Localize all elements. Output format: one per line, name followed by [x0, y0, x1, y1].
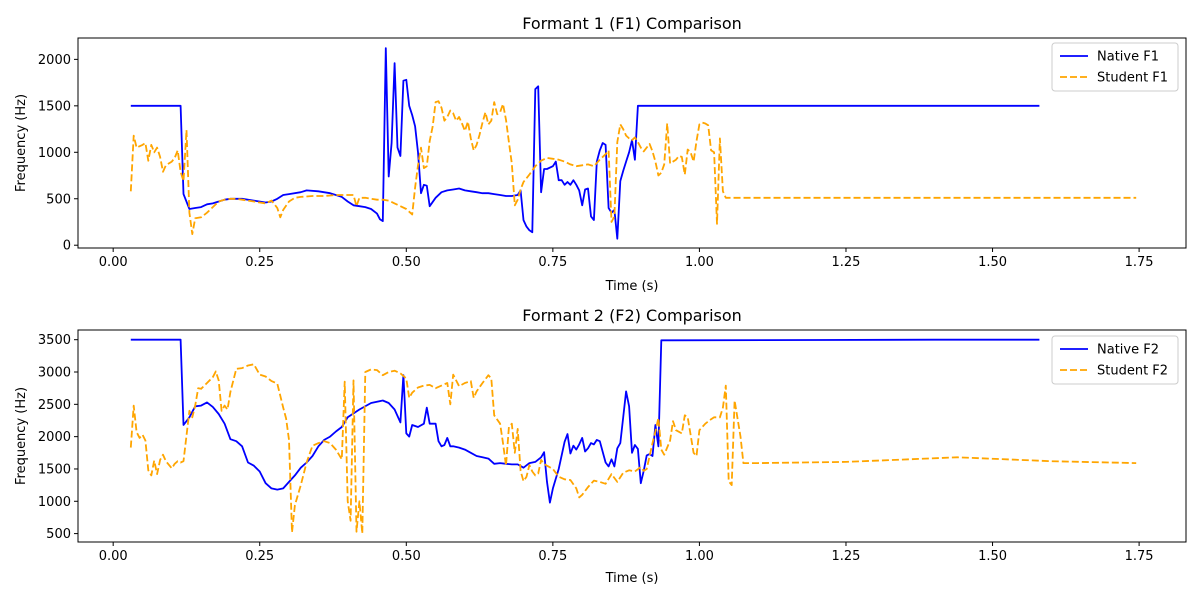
chart-f1-plot-lines: [129, 47, 1137, 240]
chart-f1-x-tick-label: 1.25: [832, 255, 861, 270]
chart-f1-y-axis-label: Frequency (Hz): [14, 94, 29, 192]
chart-f2-x-tick-label: 0.50: [392, 549, 421, 564]
chart-f2-x-ticks: 0.00 0.25 0.50 0.75 1.00 1.25 1.50 1.75: [99, 542, 1154, 564]
chart-f2: Formant 2 (F2) Comparison 0.00 0.25 0.50 0.…: [14, 306, 1187, 586]
chart-f1-legend: Native F1 Student F1: [1051, 42, 1179, 92]
chart-f2-x-tick-label: 0.75: [538, 549, 567, 564]
chart-f1-series-line-native: [130, 47, 1040, 240]
chart-f2-series-line-native: [130, 338, 1040, 504]
chart-f1-title: Formant 1 (F1) Comparison: [522, 14, 742, 33]
chart-f1-y-tick-label: 1000: [38, 146, 71, 161]
chart-f2-y-ticks: 500 1000 1500 2000 2500 3000 3500: [38, 333, 78, 542]
chart-f1-x-tick-label: 0.00: [99, 255, 128, 270]
chart-f1-x-tick-label: 0.25: [245, 255, 274, 270]
chart-f2-y-tick-label: 1500: [38, 462, 71, 477]
chart-f1-y-ticks: 0 500 1000 1500 2000: [38, 53, 78, 254]
chart-f1-x-axis-label: Time (s): [605, 279, 659, 294]
chart-f1-x-tick-label: 0.50: [392, 255, 421, 270]
chart-f2-y-axis-label: Frequency (Hz): [14, 387, 29, 485]
chart-f1-y-tick-label: 1500: [38, 99, 71, 114]
chart-f2-y-tick-label: 2000: [38, 430, 71, 445]
chart-f2-legend-box: [1051, 335, 1179, 385]
chart-f2-x-tick-label: 1.75: [1125, 549, 1154, 564]
chart-f2-x-tick-label: 1.00: [685, 549, 714, 564]
chart-f2-x-tick-label: 0.25: [245, 549, 274, 564]
chart-f1-x-tick-label: 1.00: [685, 255, 714, 270]
chart-f2-x-tick-label: 0.00: [99, 549, 128, 564]
chart-f2-x-tick-label: 1.50: [978, 549, 1007, 564]
chart-f1-series-line-student: [129, 100, 1137, 235]
chart-f1-y-tick-label: 2000: [38, 53, 71, 68]
chart-f1-y-tick-label: 500: [46, 192, 71, 207]
chart-f2-y-tick-label: 3000: [38, 366, 71, 381]
chart-f1-x-tick-label: 1.50: [978, 255, 1007, 270]
chart-f2-y-tick-label: 3500: [38, 333, 71, 348]
chart-f2-legend-label: Native F2: [1097, 343, 1159, 358]
chart-f2-legend: Native F2 Student F2: [1051, 335, 1179, 385]
chart-f2-series-line-student: [129, 363, 1137, 535]
chart-f1-x-tick-label: 0.75: [538, 255, 567, 270]
chart-f2-y-tick-label: 1000: [38, 495, 71, 510]
chart-f2-y-tick-label: 2500: [38, 398, 71, 413]
chart-f1-legend-label: Native F1: [1097, 50, 1159, 65]
chart-f2-title: Formant 2 (F2) Comparison: [522, 306, 742, 325]
chart-f2-x-axis-label: Time (s): [605, 571, 659, 586]
chart-f1-legend-box: [1051, 42, 1179, 92]
chart-f2-plot-lines: [129, 338, 1137, 535]
chart-f1: Formant 1 (F1) Comparison 0.00 0.25 0.50 0.…: [14, 14, 1187, 294]
chart-f2-axes-frame: [77, 329, 1187, 543]
chart-f1-x-ticks: 0.00 0.25 0.50 0.75 1.00 1.25 1.50 1.75: [99, 248, 1154, 270]
chart-f1-axes-frame: [77, 37, 1187, 249]
chart-f1-x-tick-label: 1.75: [1125, 255, 1154, 270]
chart-f2-x-tick-label: 1.25: [832, 549, 861, 564]
chart-f2-y-tick-label: 500: [46, 527, 71, 542]
chart-f2-legend-label: Student F2: [1097, 364, 1168, 379]
chart-f1-legend-label: Student F1: [1097, 71, 1168, 86]
chart-f1-y-tick-label: 0: [63, 239, 71, 254]
